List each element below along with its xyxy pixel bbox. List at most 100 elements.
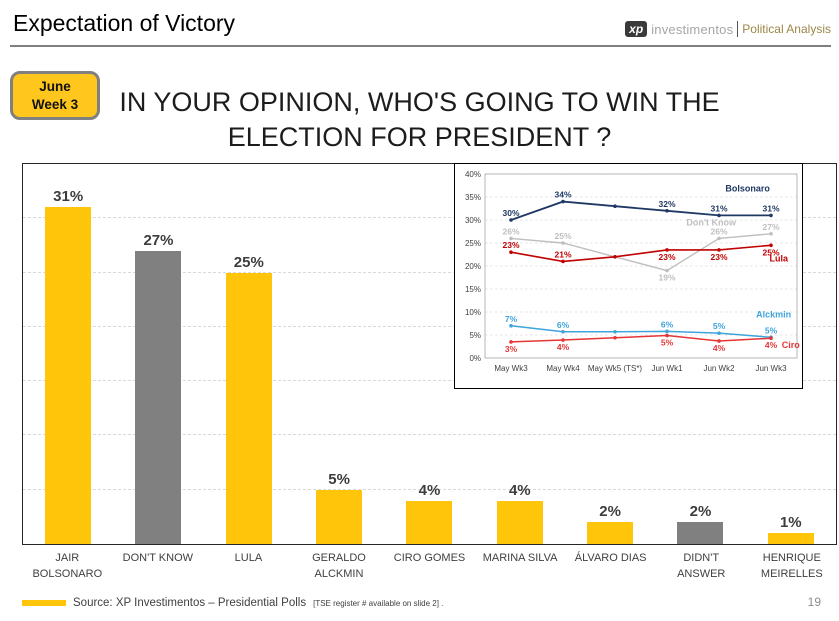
bar-column: 1% [746,164,836,544]
series-name-label: Lula [770,253,789,263]
category-label: DON'T KNOW [122,552,194,564]
series-point-label: 26% [710,226,727,236]
inset-y-tick: 20% [465,261,481,270]
series-point-label: 6% [557,319,570,329]
question-line-2: ELECTION FOR PRESIDENT ? [227,121,612,152]
series-point-label: 31% [710,203,727,213]
bar-column: 2% [655,164,745,544]
category-label: LULA [234,552,263,564]
series-point [613,254,617,259]
bar [496,500,543,544]
gridline [23,325,836,327]
series-point [509,323,513,328]
series-point [717,247,721,252]
series-point-label: 32% [658,198,675,208]
question-title: IN YOUR OPINION, WHO'S GOING TO WIN THE … [0,85,839,154]
inset-x-tick: Jun Wk2 [703,364,735,373]
series-point-label: 25% [554,231,571,241]
bar-chart: 31% 27% 25% 5% 4% 4% 2% 2% 1% 0% 5% 10% 15% 20% 25% 30… [22,162,837,545]
series-line-alckmin [510,324,772,338]
bar-column: 25% [204,164,294,544]
inset-y-tick: 35% [465,192,481,201]
question-line-1: IN YOUR OPINION, WHO'S GOING TO WIN THE [119,87,720,117]
series-point-label: 31% [762,203,779,213]
series-name-label: Alckmin [756,309,791,319]
bar-columns: 31% 27% 25% 5% 4% 4% 2% 2% 1% [23,164,836,544]
gridline [23,271,836,273]
bar [225,272,272,544]
xp-logo-icon: xp [625,21,648,37]
bar [587,522,634,544]
bar-value-label: 5% [328,470,350,488]
series-point-label: 26% [502,226,519,236]
series-point-label: 23% [502,240,519,250]
week-badge: June Week 3 [10,71,100,121]
series-point [769,231,773,236]
inset-y-tick: 5% [469,330,481,339]
category-label: HENRIQUE MEIRELLES [760,552,823,580]
header-rule [10,45,831,47]
inset-x-tick: May Wk3 [494,364,528,373]
series-point [561,329,565,334]
gridline [23,488,836,490]
series-point [613,335,617,340]
series-point-label: 34% [554,189,571,199]
series-point [561,259,565,263]
series-line-lula [510,244,772,262]
bar [767,533,814,544]
series-line-bolsonaro [510,200,771,221]
bar-value-label: 2% [599,503,621,521]
source-line: Source: XP Investimentos – Presidential … [22,597,443,609]
series-point-label: 5% [765,325,778,335]
series-point [561,337,565,342]
source-swatch-icon [22,600,66,606]
bar [316,489,363,544]
series-point [717,213,721,217]
bar [677,522,724,544]
inset-y-tick: 15% [465,284,481,293]
bar-column: 31% [23,164,113,544]
series-name-label: Ciro [782,339,801,349]
series-point-label: 3% [505,343,518,353]
gridline [23,434,836,436]
series-point [769,335,773,340]
inset-y-tick: 10% [465,307,481,316]
bar-value-label: 4% [508,481,531,499]
logo-divider [737,21,739,37]
logo-brand-text: investimentos [651,21,734,37]
bar-column: 4% [475,164,565,544]
inset-y-tick: 30% [465,215,481,224]
series-point [509,249,513,254]
gridline [23,217,836,219]
bar-value-label: 2% [689,503,712,521]
series-point [665,268,669,272]
bar-column: 27% [113,164,203,544]
series-point [509,236,513,240]
series-point [717,330,721,335]
series-point [613,203,617,208]
series-point-label: 5% [713,321,726,331]
category-label: JAIR BOLSONARO [32,552,103,580]
series-line-ciro [510,334,772,343]
bar-value-label: 27% [143,231,174,249]
bar-column: 4% [384,164,474,544]
gridline [23,380,836,382]
series-point [613,329,617,334]
series-point-label: 23% [658,251,675,261]
series-point [561,199,565,203]
series-point-label: 6% [661,319,674,329]
series-line-don-t-know [510,232,772,271]
series-point-label: 19% [658,272,675,282]
series-point [665,333,669,337]
inset-x-tick: May Wk4 [546,364,580,373]
series-point [717,338,721,343]
series-point-label: 23% [710,251,727,261]
series-point-label: 30% [502,208,519,218]
category-label: MARINA SILVA [482,552,558,564]
series-point-label: 27% [762,221,779,231]
series-point-label: 25% [762,247,779,257]
series-point [561,240,565,245]
series-point-label: 4% [713,342,726,352]
bar-value-label: 25% [233,253,264,271]
bar [135,250,182,544]
